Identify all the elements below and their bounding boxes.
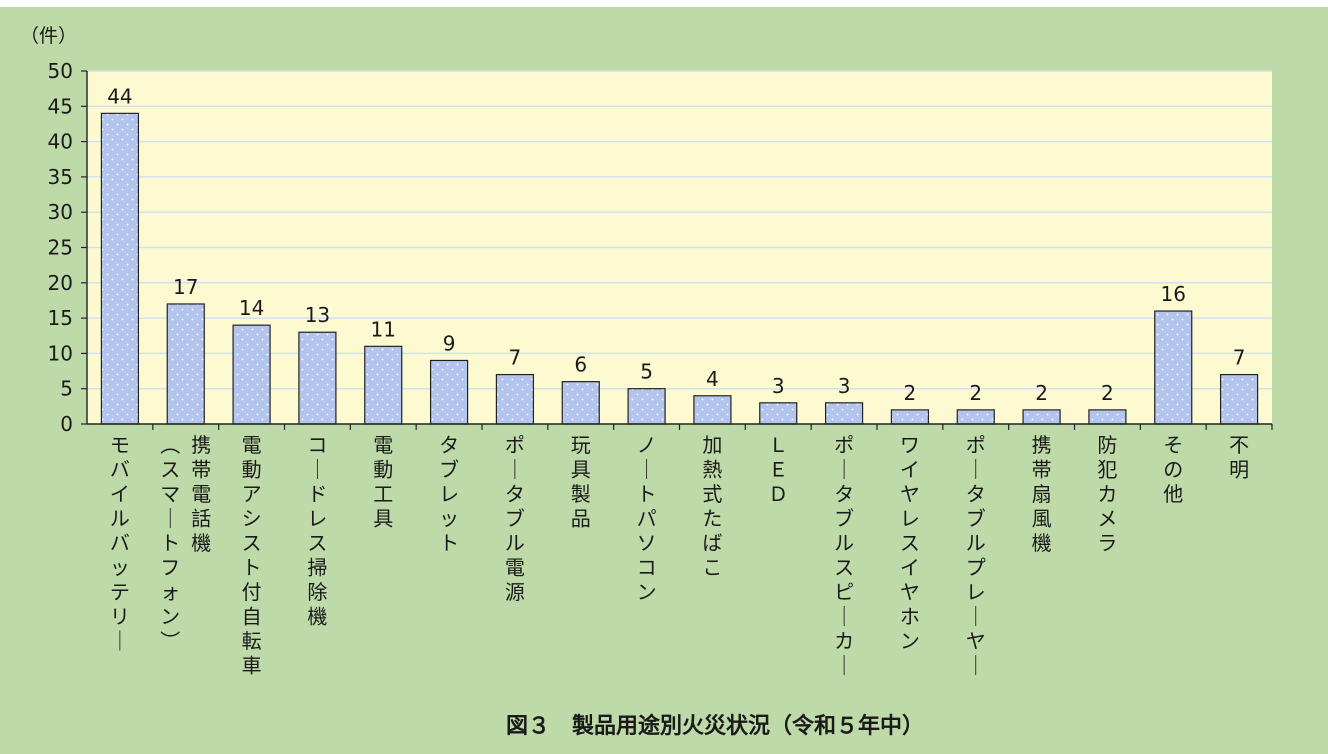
category-label: モバイルバッテリ｜ <box>110 433 130 653</box>
bar <box>824 402 864 425</box>
y-tick-label: 5 <box>60 377 73 401</box>
category-label: 防犯カメラ <box>1097 433 1117 555</box>
y-tick-label: 30 <box>48 200 73 224</box>
category-label: コ｜ドレス掃除機 <box>307 433 327 629</box>
bar <box>1154 310 1193 425</box>
category-label: 玩具製品 <box>571 433 591 531</box>
bar <box>693 395 732 425</box>
bar <box>890 409 930 425</box>
bar <box>364 345 403 425</box>
bar <box>232 324 271 425</box>
bar <box>627 388 666 425</box>
y-tick-label: 40 <box>48 130 73 154</box>
category-label: タブレット <box>439 433 459 555</box>
bar <box>166 303 205 425</box>
data-label: 4 <box>706 367 719 391</box>
chart-frame: （件） 0 5 10 15 20 25 30 35 40 45 50 44 17 14 13 11 9 7 6 5 4… <box>0 7 1328 754</box>
chart-title: 図３ 製品用途別火災状況（令和５年中） <box>506 713 924 739</box>
bar <box>1088 409 1127 425</box>
bar <box>1022 409 1061 425</box>
y-tick-label: 20 <box>48 271 73 295</box>
y-tick-label: 10 <box>48 341 73 365</box>
y-tick-label: 50 <box>48 59 73 83</box>
bar <box>561 381 600 425</box>
data-label: 5 <box>640 360 653 384</box>
bar <box>956 409 995 425</box>
category-label: ＬＥＤ <box>768 433 788 506</box>
bar <box>429 359 469 425</box>
y-axis-ticks: 0 5 10 15 20 25 30 35 40 45 50 <box>48 59 87 436</box>
category-label: ポ｜タブルスピ｜カ｜ <box>834 433 854 678</box>
bar <box>495 373 535 425</box>
data-labels: 44 17 14 13 11 9 7 6 5 4 3 3 2 2 2 2 16 7 <box>107 84 1245 405</box>
category-label: ポ｜タブル電源 <box>505 433 525 604</box>
category-label: ノ｜トパソコン <box>637 433 657 604</box>
y-tick-label: 0 <box>60 412 73 436</box>
data-label: 17 <box>173 275 198 299</box>
category-label: 不明 <box>1229 433 1249 482</box>
category-label: 携帯扇風機 <box>1032 433 1052 555</box>
gridlines <box>87 70 1272 390</box>
category-label: 電動工具 <box>373 433 393 531</box>
data-label: 7 <box>509 346 522 370</box>
bar <box>298 331 337 425</box>
bar <box>100 112 140 425</box>
y-tick-label: 35 <box>48 165 73 189</box>
y-tick-label: 25 <box>48 236 73 260</box>
data-label: 2 <box>904 381 917 405</box>
data-label: 14 <box>239 296 264 320</box>
data-label: 6 <box>574 353 587 377</box>
category-label: 携帯電話機 <box>191 433 211 555</box>
y-axis-unit-label: （件） <box>20 25 77 47</box>
data-label: 7 <box>1233 346 1246 370</box>
data-label: 9 <box>443 331 456 355</box>
category-label: その他 <box>1163 433 1183 506</box>
category-label: 加熱式たばこ <box>702 433 722 580</box>
category-label: 電動アシスト付自転車 <box>242 433 262 678</box>
bar <box>759 402 798 425</box>
data-label: 44 <box>107 84 132 108</box>
bars <box>100 112 1259 425</box>
data-label: 11 <box>371 317 396 341</box>
category-label: ︵スマ｜トフォン︶ <box>160 433 180 653</box>
data-label: 2 <box>1035 381 1048 405</box>
data-label: 13 <box>305 303 330 327</box>
category-label: ポ｜タブルプレ｜ヤ｜ <box>966 433 986 678</box>
data-label: 3 <box>772 374 785 398</box>
y-tick-label: 45 <box>48 94 73 118</box>
data-label: 2 <box>1101 381 1114 405</box>
y-tick-label: 15 <box>48 306 73 330</box>
bar <box>1219 373 1259 425</box>
data-label: 16 <box>1161 282 1186 306</box>
category-labels: モバイルバッテリ｜ 携帯電話機 ︵スマ｜トフォン︶ 電動アシスト付自転車 コ｜ドレス掃除… <box>110 424 1273 678</box>
data-label: 2 <box>969 381 982 405</box>
data-label: 3 <box>838 374 851 398</box>
category-label: ワイヤレスイヤホン <box>900 433 920 653</box>
